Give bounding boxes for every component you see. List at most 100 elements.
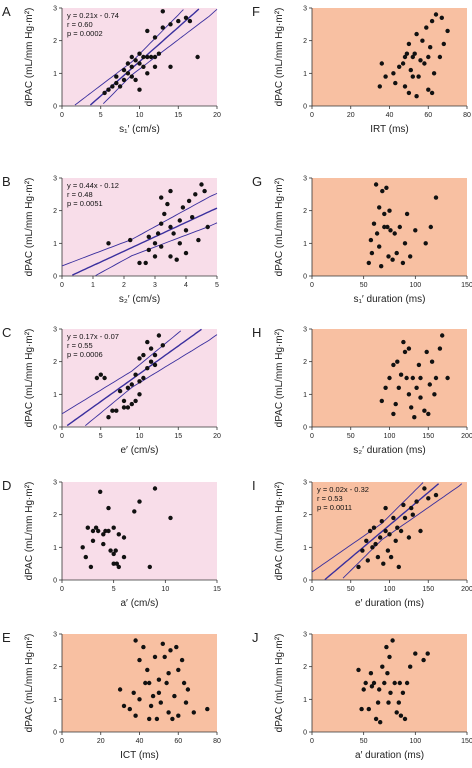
data-point xyxy=(426,411,431,417)
data-point xyxy=(160,9,165,14)
x-axis-label: s₁′ (cm/s) xyxy=(119,124,160,135)
data-point xyxy=(371,680,377,686)
data-point xyxy=(148,346,154,351)
y-tick-label: 1 xyxy=(303,71,307,78)
data-point xyxy=(432,392,437,397)
data-point xyxy=(408,67,413,73)
y-tick-label: 1 xyxy=(303,545,307,552)
x-tick-label: 80 xyxy=(463,112,471,119)
data-point xyxy=(131,690,136,695)
data-point xyxy=(156,690,162,695)
stats-annotation: r = 0.53 xyxy=(317,494,343,503)
ci-lower-band xyxy=(95,222,218,276)
data-point xyxy=(422,486,427,491)
data-point xyxy=(152,254,158,259)
x-tick-label: 80 xyxy=(213,738,221,745)
y-tick-label: 0 xyxy=(303,425,307,432)
data-point xyxy=(110,84,115,89)
y-tick-label: 2 xyxy=(303,512,307,519)
plot-background xyxy=(62,178,217,276)
data-point xyxy=(154,716,160,722)
data-point xyxy=(439,15,444,20)
data-point xyxy=(406,41,412,47)
y-tick-label: 3 xyxy=(303,327,307,334)
data-point xyxy=(125,405,131,410)
data-point xyxy=(202,188,207,194)
data-point xyxy=(147,564,152,570)
data-point xyxy=(428,224,433,230)
data-point xyxy=(440,333,445,338)
data-point xyxy=(418,528,423,534)
x-axis-label: ICT (ms) xyxy=(120,750,159,761)
data-point xyxy=(386,254,391,259)
data-point xyxy=(414,31,419,37)
data-point xyxy=(374,231,380,236)
data-point xyxy=(129,54,134,60)
x-tick-label: 50 xyxy=(347,586,355,593)
data-point xyxy=(156,333,162,338)
data-point xyxy=(398,713,404,718)
data-point xyxy=(121,554,127,560)
x-tick-label: 0 xyxy=(60,112,64,119)
data-point xyxy=(166,710,171,715)
data-point xyxy=(141,375,146,381)
stats-annotation: p = 0.0002 xyxy=(67,29,103,38)
data-point xyxy=(172,693,177,699)
x-axis-label: a′ duration (ms) xyxy=(355,750,424,761)
panel-e: 0 1 2 3 0 20 40 60 80 E dPAC (mL/mm Hg·m²) ICT (ms) xyxy=(2,630,221,761)
data-point xyxy=(128,237,133,243)
y-tick-label: 1 xyxy=(53,241,57,248)
data-point xyxy=(413,228,418,233)
data-point xyxy=(375,700,381,705)
data-point xyxy=(382,211,387,217)
data-point xyxy=(166,671,171,676)
data-point xyxy=(369,250,375,256)
data-point xyxy=(158,700,163,705)
data-point xyxy=(418,375,423,381)
x-tick-label: 2 xyxy=(122,282,126,289)
y-tick-label: 3 xyxy=(303,632,307,639)
data-point xyxy=(168,188,173,194)
data-point xyxy=(423,241,428,246)
y-tick-label: 2 xyxy=(303,359,307,366)
data-point xyxy=(359,706,364,712)
x-tick-label: 0 xyxy=(310,112,314,119)
x-tick-label: 100 xyxy=(384,586,396,593)
data-point xyxy=(379,398,384,404)
data-point xyxy=(137,356,142,361)
data-point xyxy=(116,532,122,537)
y-tick-label: 3 xyxy=(53,6,57,13)
data-point xyxy=(114,561,120,566)
data-point xyxy=(137,657,142,663)
data-point xyxy=(195,54,200,60)
y-tick-label: 3 xyxy=(53,632,57,639)
data-point xyxy=(190,215,195,220)
y-axis-label: dPAC (mL/mm Hg·m²) xyxy=(24,329,35,428)
data-point xyxy=(137,392,142,397)
data-point xyxy=(431,71,437,76)
data-point xyxy=(410,512,415,517)
data-point xyxy=(116,564,122,570)
y-tick-label: 2 xyxy=(53,38,57,45)
data-point xyxy=(422,61,427,66)
data-point xyxy=(394,710,399,715)
x-tick-label: 150 xyxy=(461,282,472,289)
data-point xyxy=(401,502,406,508)
y-axis-label: dPAC (mL/mm Hg·m²) xyxy=(24,482,35,581)
data-point xyxy=(177,241,182,246)
data-point xyxy=(397,64,402,70)
y-axis-label: dPAC (mL/mm Hg·m²) xyxy=(24,8,35,107)
data-point xyxy=(404,375,409,381)
y-tick-label: 3 xyxy=(303,176,307,183)
data-point xyxy=(96,528,101,534)
data-point xyxy=(400,260,406,266)
data-point xyxy=(148,703,154,709)
data-point xyxy=(106,87,111,92)
data-point xyxy=(429,18,435,24)
data-point xyxy=(393,401,398,407)
panel-letter: J xyxy=(252,630,259,645)
data-point xyxy=(416,362,422,368)
x-tick-label: 4 xyxy=(184,282,188,289)
data-point xyxy=(152,654,158,660)
data-point xyxy=(148,54,154,60)
